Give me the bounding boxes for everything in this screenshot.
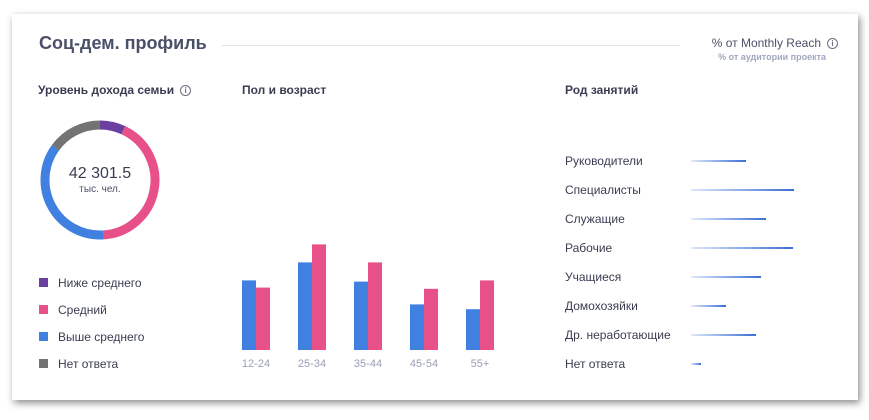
occupation-label: Специалисты: [565, 182, 641, 197]
legend-item[interactable]: Ниже среднего: [39, 269, 144, 296]
bar-35-44-series-0[interactable]: [354, 281, 368, 350]
bar-25-34-series-0[interactable]: [298, 262, 312, 350]
donut-segment-1[interactable]: [103, 126, 160, 240]
donut-unit: тыс. чел.: [79, 184, 121, 195]
occupation-bar: [691, 275, 761, 278]
x-tick-label: 12-24: [242, 358, 270, 370]
legend-item[interactable]: Выше среднего: [39, 323, 144, 350]
occupation-section-title: Род занятий: [565, 83, 638, 97]
title-divider: [222, 45, 680, 46]
gender-age-title: Пол и возраст: [242, 83, 327, 97]
card-title: Соц-дем. профиль: [39, 33, 207, 53]
bar-12-24-series-1[interactable]: [256, 287, 270, 350]
gender-age-chart: 12-24 25-34 35-44 45-54 55+: [242, 244, 494, 370]
bar-12-24-series-0[interactable]: [242, 280, 256, 350]
bar-45-54-series-1[interactable]: [424, 288, 438, 350]
legend-swatch: [39, 278, 48, 287]
occupation-bar: [691, 217, 766, 220]
x-tick-label: 35-44: [354, 358, 382, 370]
occupation-row[interactable]: Руководители: [565, 146, 794, 175]
x-tick-label: 25-34: [298, 358, 326, 370]
occupation-label: Руководители: [565, 153, 643, 168]
bar-55+-series-0[interactable]: [466, 309, 480, 350]
legend-item[interactable]: Нет ответа: [39, 350, 144, 377]
occupation-label: Домохозяйки: [565, 298, 638, 313]
donut-segment-3[interactable]: [51, 120, 101, 151]
socdem-profile-card: Соц-дем. профиль % от Monthly Reach i % …: [12, 14, 858, 400]
occupation-title: Род занятий: [565, 83, 639, 97]
x-tick-label: 45-54: [410, 358, 438, 370]
occupation-row[interactable]: Учащиеся: [565, 262, 794, 291]
gender-age-section-title: Пол и возраст: [242, 83, 326, 97]
occupation-label: Нет ответа: [565, 356, 626, 371]
income-donut: 42 301.5 тыс. чел.: [38, 118, 162, 242]
legend-swatch: [39, 332, 48, 341]
bar-25-34-series-1[interactable]: [312, 244, 326, 350]
occupation-label: Служащие: [565, 211, 625, 226]
legend-swatch: [39, 305, 48, 314]
occupation-bar: [691, 333, 756, 336]
occupation-bar: [691, 188, 794, 191]
metric-sublabel: % от аудитории проекта: [718, 52, 826, 62]
info-icon[interactable]: i: [180, 84, 192, 96]
occupation-label: Учащиеся: [565, 269, 622, 284]
metric-selector[interactable]: % от Monthly Reach i % от аудитории прое…: [712, 36, 838, 62]
occupation-label: Рабочие: [565, 240, 613, 255]
bar-35-44-series-1[interactable]: [368, 262, 382, 350]
legend-label: Ниже среднего: [58, 275, 142, 290]
occupation-bar: [691, 304, 726, 307]
occupation-row[interactable]: Рабочие: [565, 233, 794, 262]
income-donut-svg: [40, 120, 160, 240]
x-tick-label: 55+: [471, 358, 490, 370]
legend-label: Средний: [58, 302, 107, 317]
occupation-row[interactable]: Специалисты: [565, 175, 794, 204]
legend-swatch: [39, 359, 48, 368]
income-title: Уровень дохода семьи: [38, 83, 175, 97]
donut-total: 42 301.5: [68, 165, 132, 182]
occupation-row[interactable]: Служащие: [565, 204, 794, 233]
metric-label: % от Monthly Reach: [711, 36, 821, 50]
legend-item[interactable]: Средний: [39, 296, 144, 323]
bar-45-54-series-0[interactable]: [410, 304, 424, 350]
info-icon[interactable]: i: [827, 37, 838, 49]
occupation-row[interactable]: Др. неработающие: [565, 320, 794, 349]
occupation-list: Руководители Специалисты Служащие Рабочие Уч…: [565, 146, 794, 378]
occupation-row[interactable]: Домохозяйки: [565, 291, 794, 320]
donut-segment-2[interactable]: [40, 145, 104, 240]
occupation-bar: [691, 362, 701, 365]
legend-label: Выше среднего: [58, 329, 145, 344]
occupation-bar: [691, 159, 746, 162]
occupation-row[interactable]: Нет ответа: [565, 349, 794, 378]
legend-label: Нет ответа: [58, 356, 119, 371]
donut-segment-0[interactable]: [99, 120, 126, 135]
bar-55+-series-1[interactable]: [480, 280, 494, 350]
income-legend: Ниже среднего Средний Выше среднего Нет …: [39, 269, 144, 377]
occupation-bar: [691, 246, 793, 249]
income-section-title: Уровень дохода семьи i: [38, 83, 192, 97]
occupation-label: Др. неработающие: [565, 327, 671, 342]
